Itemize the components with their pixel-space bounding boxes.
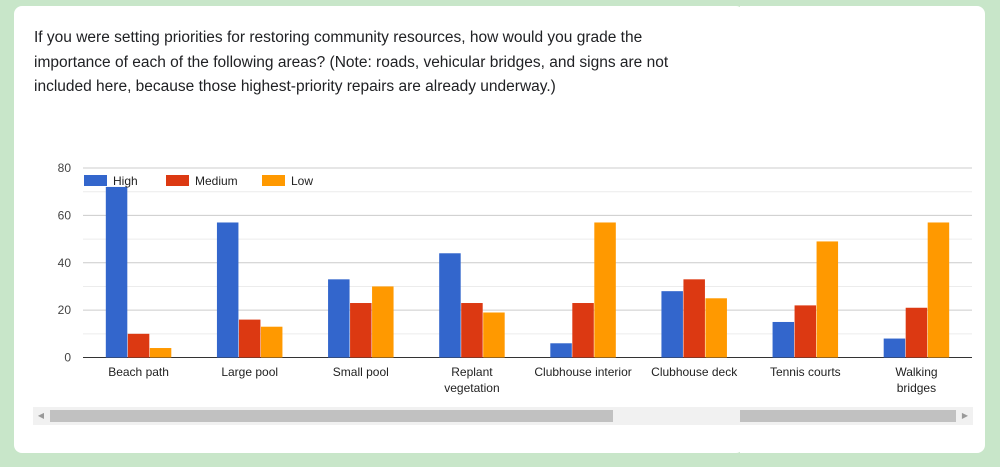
question-text: If you were setting priorities for resto… bbox=[34, 29, 669, 95]
x-category-label: Clubhouse interior bbox=[534, 365, 631, 379]
x-category-label: bridges bbox=[897, 381, 936, 395]
bar-medium bbox=[238, 319, 261, 358]
x-category-label: Large pool bbox=[221, 365, 278, 379]
bar-medium bbox=[794, 305, 817, 358]
y-tick-label: 20 bbox=[58, 303, 72, 317]
bar-low bbox=[483, 312, 505, 358]
scroll-left-arrow-icon[interactable]: ◀ bbox=[37, 411, 45, 420]
x-category-label: Walking bbox=[895, 365, 937, 379]
x-category-label: Clubhouse deck bbox=[651, 365, 738, 379]
bar-high bbox=[328, 279, 350, 358]
y-tick-label: 80 bbox=[58, 161, 72, 175]
bar-high bbox=[439, 253, 461, 358]
bar-low bbox=[816, 241, 839, 358]
bar-medium bbox=[905, 307, 928, 358]
bar-medium bbox=[572, 303, 594, 358]
legend-label: Low bbox=[291, 174, 313, 188]
bar-high bbox=[661, 291, 683, 358]
legend-swatch-medium bbox=[166, 175, 189, 186]
horizontal-scrollbar[interactable]: ◀ ▶ bbox=[33, 407, 973, 425]
legend-label: Medium bbox=[195, 174, 238, 188]
x-category-label: Tennis courts bbox=[770, 365, 841, 379]
bar-medium bbox=[461, 303, 483, 358]
bar-medium bbox=[127, 333, 150, 358]
legend-label: High bbox=[113, 174, 138, 188]
y-tick-label: 60 bbox=[58, 208, 72, 222]
bar-low bbox=[260, 326, 283, 358]
bar-low bbox=[705, 298, 727, 358]
bar-high bbox=[105, 186, 128, 358]
legend-swatch-low bbox=[262, 175, 285, 186]
x-category-label: Replant bbox=[451, 365, 493, 379]
x-category-label: vegetation bbox=[444, 381, 499, 395]
scroll-thumb-right[interactable] bbox=[740, 410, 956, 422]
bar-medium bbox=[683, 279, 705, 358]
x-category-label: Beach path bbox=[108, 365, 169, 379]
bar-low bbox=[927, 222, 950, 358]
bar-high bbox=[550, 343, 572, 358]
bar-low bbox=[372, 286, 394, 358]
y-tick-label: 0 bbox=[64, 351, 71, 365]
question-card bbox=[14, 6, 744, 453]
bar-medium bbox=[350, 303, 372, 358]
legend-swatch-high bbox=[84, 175, 107, 186]
scroll-right-arrow-icon[interactable]: ▶ bbox=[961, 411, 969, 420]
y-tick-label: 40 bbox=[58, 256, 72, 270]
bar-high bbox=[883, 338, 906, 358]
x-category-label: Small pool bbox=[333, 365, 389, 379]
bar-high bbox=[216, 222, 239, 358]
scroll-thumb[interactable] bbox=[50, 410, 613, 422]
bar-high bbox=[772, 321, 795, 358]
bar-low bbox=[594, 222, 616, 358]
bar-low bbox=[149, 348, 172, 358]
